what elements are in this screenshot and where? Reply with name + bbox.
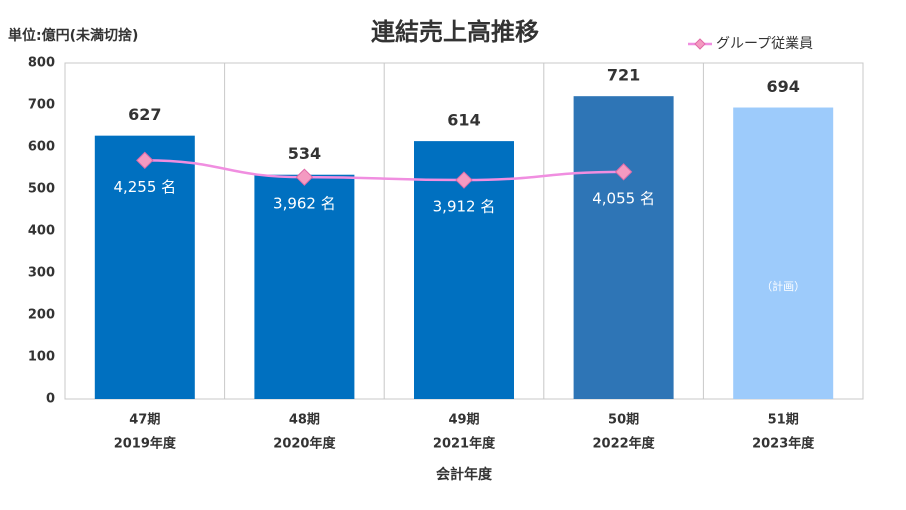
x-tick-label: 49期 (448, 413, 479, 428)
y-tick-label: 300 (28, 266, 55, 281)
y-tick-label: 0 (46, 392, 55, 407)
line (144, 159, 624, 182)
chart-title: 連結売上高推移 (371, 18, 539, 46)
x-tick-label: 50期 (608, 413, 639, 428)
line-marker (295, 168, 314, 186)
x-tick-label: 2020年度 (273, 436, 336, 452)
y-tick-label: 800 (28, 56, 55, 71)
bar-value-label: 614 (447, 111, 480, 130)
x-tick-label: 2022年度 (593, 436, 656, 452)
x-tick-label: 2023年度 (752, 436, 815, 452)
bar (254, 174, 355, 399)
y-tick-label: 600 (28, 140, 55, 155)
unit-label: 単位:億円(未満切捨) (8, 27, 138, 44)
bar-value-label: 534 (288, 144, 321, 163)
legend-label: グループ従業員 (716, 36, 813, 52)
bar (94, 135, 195, 399)
bar-annotation: （計画） (761, 279, 805, 293)
x-tick-label: 47期 (129, 413, 160, 428)
y-tick-label: 200 (28, 308, 55, 323)
line-value-label: 3,962 名 (273, 195, 336, 213)
line-value-label: 4,255 名 (113, 178, 176, 196)
legend-marker (694, 38, 706, 50)
x-axis-label: 会計年度 (436, 466, 493, 483)
x-tick-label: 2021年度 (433, 436, 496, 452)
y-tick-label: 700 (28, 98, 55, 113)
x-tick-label: 48期 (289, 413, 320, 428)
line-marker (136, 151, 154, 170)
line-marker (455, 171, 473, 189)
line-value-label: 4,055 名 (592, 189, 655, 207)
bar (573, 96, 674, 400)
x-tick-label: 51期 (768, 413, 799, 428)
bar-value-label: 694 (766, 77, 799, 96)
y-tick-label: 100 (28, 350, 55, 365)
line-value-label: 3,912 名 (433, 198, 496, 216)
line-marker (614, 163, 633, 181)
y-tick-label: 400 (28, 224, 55, 239)
x-tick-label: 2019年度 (114, 436, 177, 452)
bar-value-label: 721 (607, 66, 640, 85)
y-tick-label: 500 (28, 182, 55, 197)
bar-value-label: 627 (128, 105, 161, 124)
bar (733, 107, 834, 400)
